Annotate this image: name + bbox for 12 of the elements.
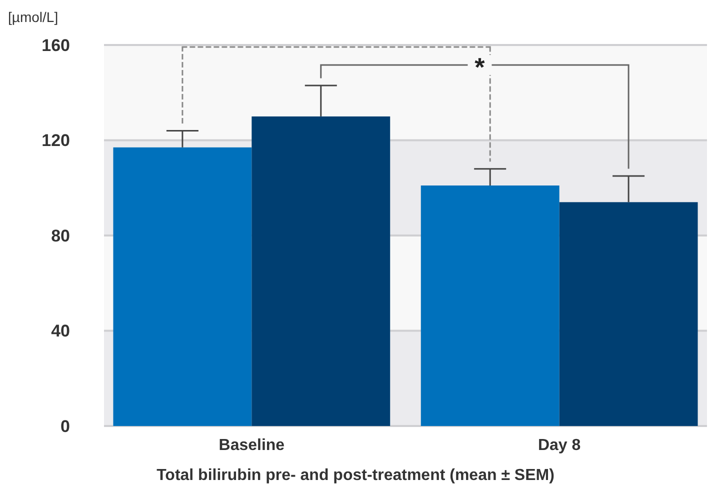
x-axis-title: Total bilirubin pre- and post-treatment (mean ± SEM) xyxy=(156,467,554,484)
annotation: * xyxy=(474,52,486,82)
x-tick-label: Day 8 xyxy=(538,437,581,454)
y-tick-label: 160 xyxy=(42,36,70,55)
x-tick-label: Baseline xyxy=(218,437,285,454)
bar xyxy=(559,202,698,426)
y-tick-label: 80 xyxy=(51,226,70,246)
y-tick-label: 40 xyxy=(51,322,70,341)
y-tick-label: 0 xyxy=(60,416,70,436)
bar xyxy=(420,185,560,426)
y-axis-title: [µmol/L] xyxy=(8,9,58,25)
y-tick-label: 120 xyxy=(42,131,70,150)
